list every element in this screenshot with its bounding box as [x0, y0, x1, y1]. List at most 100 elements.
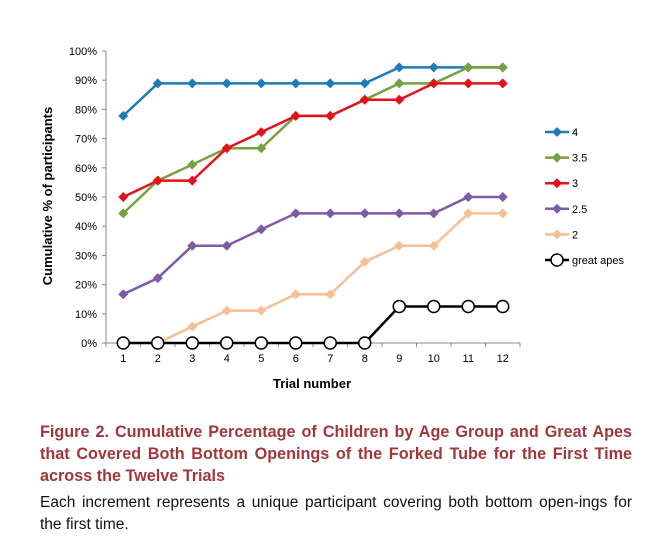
x-tick-label: 12: [497, 353, 509, 365]
data-point: [461, 299, 475, 314]
data-point: [497, 78, 508, 89]
data-point: [497, 62, 508, 73]
data-point: [552, 127, 562, 137]
data-point: [325, 110, 336, 121]
chart-legend: 4 3.5 3 2.5 2 great apes: [545, 127, 624, 267]
data-point: [152, 273, 163, 284]
data-point: [118, 289, 129, 300]
data-point: [394, 240, 405, 251]
data-point: [254, 336, 268, 350]
data-point: [428, 78, 439, 89]
series-4: [118, 62, 508, 121]
y-tick-labels: 0% 10% 20% 30% 40% 50% 60% 70% 80% 90% 100%: [69, 46, 97, 350]
data-point: [290, 78, 301, 89]
series-line: [123, 212, 503, 345]
legend-label: 2: [572, 229, 578, 241]
data-point: [552, 152, 562, 163]
data-point: [394, 62, 405, 73]
data-point: [187, 240, 198, 251]
series-3-5: [118, 62, 508, 219]
series-line: [122, 66, 503, 215]
data-point: [359, 208, 370, 219]
y-tick-label: 50%: [75, 192, 97, 204]
data-point: [118, 192, 129, 202]
data-point: [552, 229, 562, 240]
x-tick-label: 8: [362, 353, 368, 365]
data-point: [116, 336, 130, 350]
legend-item: 2: [545, 229, 578, 241]
x-tick-label: 5: [258, 353, 264, 365]
x-tick-label: 9: [396, 353, 402, 365]
series-2: [118, 208, 508, 348]
legend-label: 4: [572, 127, 578, 139]
x-tick-label: 3: [189, 353, 195, 365]
legend-item: 4: [545, 127, 578, 139]
data-point: [552, 178, 562, 189]
data-point: [221, 240, 232, 251]
data-point: [463, 192, 474, 202]
y-tick-label: 60%: [75, 163, 97, 175]
data-point: [463, 78, 474, 89]
y-tick-label: 20%: [75, 280, 97, 292]
series-3: [118, 78, 508, 202]
x-tick-label: 4: [224, 353, 230, 365]
data-point: [152, 78, 163, 89]
data-point: [427, 299, 441, 314]
x-tick-label: 11: [463, 353, 474, 365]
series-line: [122, 82, 503, 199]
x-axis-label: Trial number: [273, 376, 351, 391]
x-tick-label: 6: [293, 353, 299, 365]
data-point: [325, 78, 336, 89]
data-point: [256, 224, 267, 235]
x-tick-label: 1: [120, 353, 126, 365]
data-point: [151, 336, 165, 350]
series-line: [123, 305, 503, 345]
data-point: [359, 94, 370, 105]
data-point: [221, 143, 232, 154]
data-point: [550, 253, 564, 267]
data-point: [152, 175, 163, 186]
legend-item: 3.5: [545, 152, 587, 165]
data-point: [394, 78, 405, 89]
x-tick-labels: 1 2 3 4 5 6 7 8 9 10 11 12: [120, 353, 509, 365]
series-2-5: [118, 192, 508, 300]
data-point: [428, 240, 439, 251]
data-point: [428, 62, 439, 73]
data-point: [118, 208, 129, 219]
legend-item: 3: [545, 178, 578, 190]
data-point: [497, 208, 508, 219]
data-point: [552, 203, 562, 214]
legend-label: 3: [572, 178, 578, 190]
legend-label: 3.5: [572, 153, 587, 165]
data-point: [187, 175, 198, 186]
data-point: [256, 305, 267, 316]
data-point: [358, 336, 372, 350]
data-point: [256, 143, 267, 154]
figure-caption-title: Figure 2. Cumulative Percentage of Child…: [40, 423, 632, 485]
data-point: [325, 208, 336, 219]
data-point: [394, 94, 405, 105]
chart-axes: [102, 50, 521, 347]
y-tick-label: 40%: [75, 221, 97, 233]
figure-caption-body: Each increment represents a unique parti…: [40, 494, 632, 533]
x-tick-label: 7: [327, 353, 333, 365]
data-point: [359, 256, 370, 267]
y-tick-label: 90%: [75, 75, 97, 87]
legend-label: great apes: [572, 255, 624, 267]
data-point: [187, 78, 198, 89]
data-point: [256, 78, 267, 89]
data-point: [221, 78, 232, 89]
series-great-apes: [116, 299, 510, 350]
y-tick-label: 10%: [75, 309, 97, 321]
x-tick-label: 2: [155, 353, 161, 365]
data-point: [323, 336, 337, 350]
data-point: [392, 299, 406, 314]
data-point: [325, 289, 336, 300]
data-point: [256, 127, 267, 138]
data-point: [187, 321, 198, 332]
legend-item: great apes: [545, 253, 624, 267]
data-point: [185, 336, 199, 350]
data-point: [394, 208, 405, 219]
series-line: [122, 195, 503, 296]
